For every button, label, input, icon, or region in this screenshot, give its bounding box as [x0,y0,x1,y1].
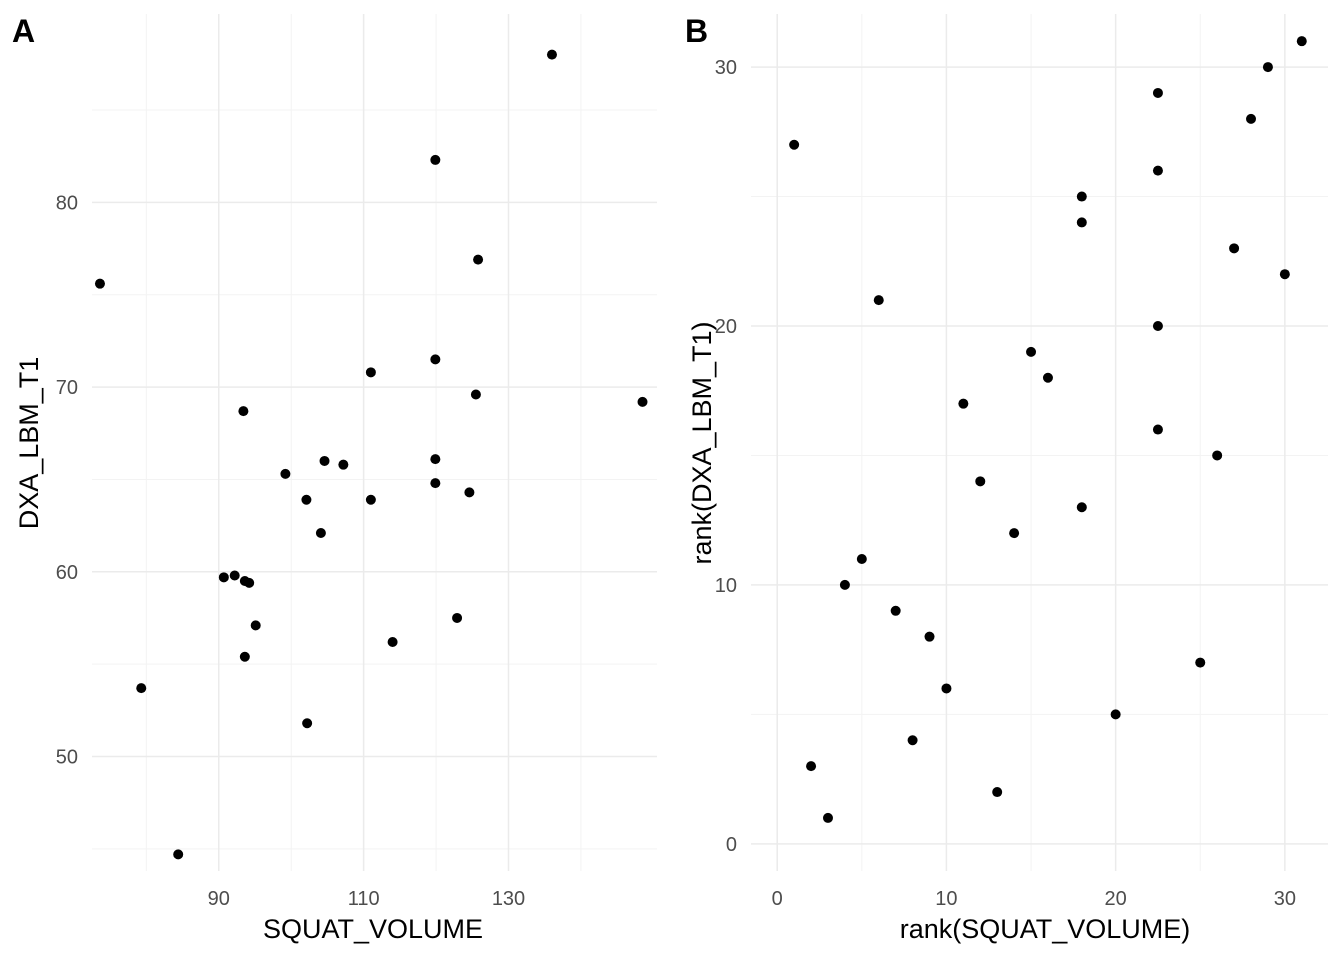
panel-a-point [239,651,250,662]
panel-b-point [1152,320,1163,331]
panel-a-point [430,354,441,365]
panel-b-x-tick-labels: 0 10 20 30 [772,888,1296,910]
panel-b-x-axis-title: rank(SQUAT_VOLUME) [900,914,1191,944]
panel-b-point [924,631,935,642]
panel-b-y-tick-label: 0 [726,834,737,856]
panel-a-point [173,849,184,860]
panel-a-point [546,49,557,60]
panel-a-point [387,636,398,647]
panel-a-point [365,367,376,378]
panel-b-point [1212,450,1223,461]
panel-b-point [839,579,850,590]
panel-a-point [238,406,249,417]
panel-a-points [94,49,648,860]
panel-a-y-tick-label: 70 [56,377,78,399]
panel-a-x-tick-label: 130 [492,888,525,910]
panel-a-point [365,494,376,505]
panel-b-point [907,735,918,746]
panel-b-point [958,398,969,409]
panel-b-point [1262,62,1273,73]
panel-a-y-tick-label: 60 [56,562,78,584]
panel-b-x-tick-label: 10 [935,888,957,910]
panel-b-point [1076,217,1087,228]
panel-a-point [452,612,463,623]
panel-b-point [1026,346,1037,357]
panel-b-grid [751,14,1328,871]
panel-a-point [430,454,441,465]
panel-b-points [789,36,1307,823]
panel-a-grid [92,14,657,871]
panel-a-point [229,570,240,581]
panel-b-x-tick-label: 20 [1105,888,1127,910]
panel-a-point [637,396,648,407]
panel-a-y-tick-label: 50 [56,746,78,768]
panel-b-y-tick-label: 30 [715,57,737,79]
panel-a-x-tick-labels: 90 110 130 [208,888,526,910]
panel-b-x-tick-label: 0 [772,888,783,910]
panel-b-point [1152,424,1163,435]
panel-a-point [244,577,255,588]
panel-a-point [250,620,261,631]
panel-b-point [789,139,800,150]
panel-b-y-axis-title: rank(DXA_LBM_T1) [687,321,717,564]
panel-a-point [470,389,481,400]
panel-a-point [473,254,484,265]
panel-b-point [975,476,986,487]
panel-a-point [338,459,349,470]
panel-a-y-tick-label: 80 [56,192,78,214]
panel-a-tag: A [12,13,35,49]
panel-a-point [136,683,147,694]
panel-a-x-tick-label: 110 [348,888,380,910]
panel-b-point [1009,528,1020,539]
panel-b-point [1110,709,1121,720]
panel-b-point [1076,191,1087,202]
panel-a-point [430,478,441,489]
panel-a-point [301,494,312,505]
panel-b-x-tick-label: 30 [1274,888,1296,910]
panel-b-point [856,554,867,565]
panel-a-point [280,468,291,479]
panel-b-point [1279,269,1290,280]
panel-a-x-axis-title: SQUAT_VOLUME [263,914,483,944]
panel-b-point [992,787,1003,798]
panel-a-point [430,154,441,165]
panel-a-point [94,278,105,289]
panel-a-y-axis-title: DXA_LBM_T1 [14,357,44,530]
panel-a-point [315,528,326,539]
panel-b-point [890,605,901,616]
panel-b-y-tick-labels: 0 10 20 30 [715,57,737,856]
panel-a-y-tick-labels: 50 60 70 80 [56,192,78,768]
panel-b-point [1229,243,1240,254]
panel-b-point [1152,87,1163,98]
panel-b-point [1296,36,1307,47]
panel-b-point [1195,657,1206,668]
panel-a-point [464,487,475,498]
panel-b-point [1042,372,1053,383]
panel-b: B 0 10 20 30 0 10 20 30 rank(SQUAT_VOLUME) ran… [685,13,1328,944]
panel-b-point [1152,165,1163,176]
panel-b-y-tick-label: 10 [715,575,737,597]
panel-b-point [941,683,952,694]
panel-a: A 90 110 130 50 60 70 80 SQUAT_VOLUME DXA_LBM… [12,13,657,944]
panel-b-point [1246,113,1257,124]
panel-a-point [218,572,229,583]
panel-b-point [1076,502,1087,513]
panel-b-tag: B [685,13,708,49]
panel-b-point [806,761,817,772]
panel-a-point [319,455,330,466]
panel-a-point [302,718,313,729]
panel-b-point [873,295,884,306]
panel-b-point [822,812,833,823]
panel-b-y-tick-label: 20 [715,316,737,338]
panel-a-x-tick-label: 90 [208,888,230,910]
